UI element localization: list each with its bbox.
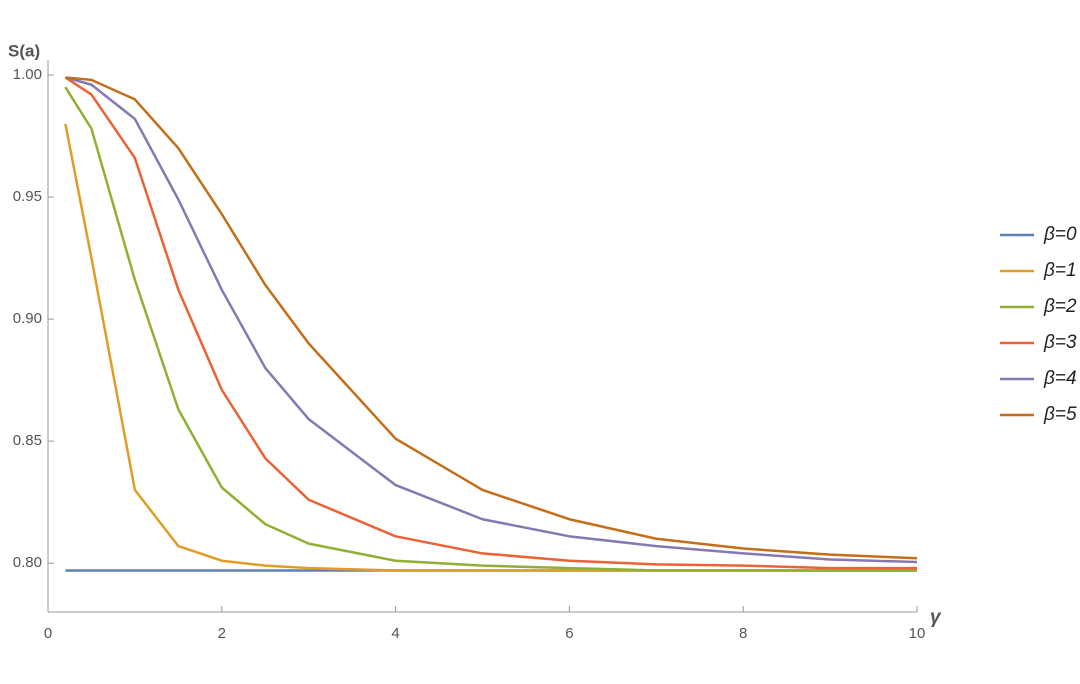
x-axis-label: γ — [930, 607, 942, 628]
legend-label: β=2 — [1043, 296, 1077, 317]
x-tick-label: 6 — [565, 625, 573, 642]
x-tick-label: 4 — [391, 625, 399, 642]
series-line — [64, 76, 917, 570]
x-tick-label: 0 — [44, 625, 52, 642]
series-line — [64, 86, 917, 572]
legend-label: β=4 — [1043, 368, 1077, 389]
y-tick-label: 0.95 — [13, 188, 42, 205]
legend-label: β=5 — [1043, 404, 1077, 425]
y-tick-label: 1.00 — [13, 66, 42, 83]
legend-label: β=3 — [1043, 332, 1077, 353]
series-line — [65, 76, 918, 564]
series-line — [65, 76, 918, 560]
x-tick-label: 2 — [218, 625, 226, 642]
y-tick-label: 0.90 — [13, 310, 42, 327]
legend-label: β=1 — [1043, 260, 1077, 281]
x-tick-label: 10 — [909, 625, 926, 642]
series-line — [64, 123, 917, 572]
y-axis-label: S(a) — [8, 41, 40, 60]
x-tick-label: 8 — [739, 625, 747, 642]
legend-label: β=0 — [1043, 224, 1077, 245]
y-tick-label: 0.85 — [13, 432, 42, 449]
y-tick-label: 0.80 — [13, 554, 42, 571]
